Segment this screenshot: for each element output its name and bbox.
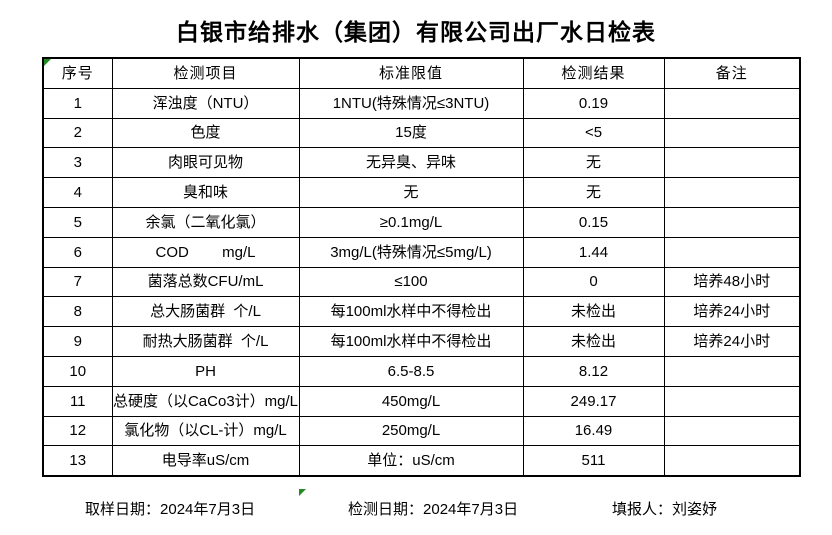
table-cell: 菌落总数CFU/mL xyxy=(111,266,300,298)
table-cell: 余氯（二氧化氯） xyxy=(111,206,300,238)
table-cell: <5 xyxy=(522,117,665,149)
table-cell xyxy=(663,355,801,387)
table-cell: 12 xyxy=(42,415,113,447)
column-header-1: 序号 xyxy=(42,57,113,89)
testing-date: 检测日期：2024年7月3日 xyxy=(348,498,518,519)
table-cell: ≤100 xyxy=(298,266,524,298)
table-cell: 250mg/L xyxy=(298,415,524,447)
table-cell: 13 xyxy=(42,445,113,477)
table-cell xyxy=(663,385,801,417)
cell-error-indicator-icon xyxy=(44,59,51,66)
table-cell: 0.15 xyxy=(522,206,665,238)
page-title: 白银市给排水（集团）有限公司出厂水日检表 xyxy=(176,19,656,45)
table-cell: 9 xyxy=(42,326,113,357)
reporter: 填报人：刘姿妤 xyxy=(612,498,717,519)
column-header-4: 检测结果 xyxy=(522,57,665,89)
table-cell: ≥0.1mg/L xyxy=(298,206,524,238)
table-cell: 总大肠菌群 个/L xyxy=(111,296,300,328)
table-cell: 每100ml水样中不得检出 xyxy=(298,296,524,328)
table-row: 3 肉眼可见物 无异臭、异味无 xyxy=(42,147,801,179)
table-cell: 无 xyxy=(298,177,524,208)
table-cell: 3mg/L(特殊情况≤5mg/L) xyxy=(298,236,524,268)
table-cell: 未检出 xyxy=(522,326,665,357)
table-row: 6 COD mg/L 3mg/L(特殊情况≤5mg/L) 1.44 xyxy=(42,236,801,268)
table-cell: 无 xyxy=(522,177,665,208)
table-cell xyxy=(663,177,801,208)
table-cell: 臭和味 xyxy=(111,177,300,208)
table-cell: 浑浊度（NTU） xyxy=(111,87,300,119)
sampling-date-value: 2024年7月3日 xyxy=(160,501,256,518)
table-cell: 6.5-8.5 xyxy=(298,355,524,387)
table-cell: 8.12 xyxy=(522,355,665,387)
table-cell xyxy=(663,117,801,149)
table-cell: 4 xyxy=(42,177,113,208)
table-cell: 无异臭、异味 xyxy=(298,147,524,179)
table-cell: PH xyxy=(111,355,300,387)
table-cell xyxy=(663,445,801,477)
sampling-date-label: 取样日期： xyxy=(85,501,161,518)
reporter-label: 填报人： xyxy=(612,501,673,518)
table-cell: 培养48小时 xyxy=(663,266,801,298)
testing-date-value: 2024年7月3日 xyxy=(423,501,519,518)
table-cell: 0.19 xyxy=(522,87,665,119)
table-cell xyxy=(663,206,801,238)
table-cell: 肉眼可见物 xyxy=(111,147,300,179)
testing-date-label: 检测日期： xyxy=(348,501,424,518)
reporter-value: 刘姿妤 xyxy=(672,501,718,518)
daily-inspection-table: 序号 检测项目 标准限值 检测结果 备注 1 浑浊度（NTU） 1NTU(特殊情况≤3NTU… xyxy=(42,57,801,478)
footer: 取样日期：2024年7月3日 检测日期：2024年7月3日 填报人：刘姿妤 xyxy=(0,496,832,520)
table-cell: 2 xyxy=(42,117,113,149)
table-cell xyxy=(663,236,801,268)
table-cell: 总硬度（以CaCo3计）mg/L xyxy=(111,385,300,417)
table-row: 4 臭和味无无 xyxy=(42,177,801,208)
inspection-table-wrap: 序号 检测项目 标准限值 检测结果 备注 1 浑浊度（NTU） 1NTU(特殊情况≤3NTU… xyxy=(42,57,801,496)
table-cell: 3 xyxy=(42,147,113,179)
table-cell xyxy=(663,87,801,119)
table-cell: 未检出 xyxy=(522,296,665,328)
table-row: 7 菌落总数CFU/mL ≤100 0 培养48小时 xyxy=(42,266,801,298)
table-cell: 249.17 xyxy=(522,385,665,417)
table-cell: 色度 xyxy=(111,117,300,149)
table-cell xyxy=(663,415,801,447)
table-cell xyxy=(663,147,801,179)
table-cell: 培养24小时 xyxy=(663,326,801,357)
table-cell: 培养24小时 xyxy=(663,296,801,328)
table-row: 12 氯化物（以CL-计）mg/L 250mg/L 16.49 xyxy=(42,415,801,447)
table-cell: 11 xyxy=(42,385,113,417)
column-header-3: 标准限值 xyxy=(298,57,524,89)
table-row: 13 电导率uS/cm 单位：uS/cm 511 xyxy=(42,445,801,477)
table-row: 9 耐热大肠菌群 个/L 每100ml水样中不得检出 未检出 培养24小时 xyxy=(42,326,801,357)
table-row: 1 浑浊度（NTU） 1NTU(特殊情况≤3NTU) 0.19 xyxy=(42,87,801,119)
column-header-5: 备注 xyxy=(663,57,801,89)
table-cell: 无 xyxy=(522,147,665,179)
table-cell: 450mg/L xyxy=(298,385,524,417)
table-cell: 1.44 xyxy=(522,236,665,268)
header-row: 序号 检测项目 标准限值 检测结果 备注 xyxy=(42,57,801,89)
cell-error-indicator-icon xyxy=(299,489,306,496)
table-cell: 单位：uS/cm xyxy=(298,445,524,477)
table-cell: 8 xyxy=(42,296,113,328)
table-cell: 511 xyxy=(522,445,665,477)
table-row: 5 余氯（二氧化氯） ≥0.1mg/L 0.15 xyxy=(42,206,801,238)
table-cell: 7 xyxy=(42,266,113,298)
table-cell: 每100ml水样中不得检出 xyxy=(298,326,524,357)
table-row: 8 总大肠菌群 个/L 每100ml水样中不得检出 未检出 培养24小时 xyxy=(42,296,801,328)
table-row: 2 色度 15度 <5 xyxy=(42,117,801,149)
table-cell: 电导率uS/cm xyxy=(111,445,300,477)
column-header-2: 检测项目 xyxy=(111,57,300,89)
table-cell: COD mg/L xyxy=(111,236,300,268)
table-cell: 6 xyxy=(42,236,113,268)
table-cell: 0 xyxy=(522,266,665,298)
table-cell: 耐热大肠菌群 个/L xyxy=(111,326,300,357)
table-cell: 10 xyxy=(42,355,113,387)
table-cell: 16.49 xyxy=(522,415,665,447)
table-cell: 5 xyxy=(42,206,113,238)
table-row: 10 PH 6.5-8.5 8.12 xyxy=(42,355,801,387)
table-cell: 1NTU(特殊情况≤3NTU) xyxy=(298,87,524,119)
table-cell: 15度 xyxy=(298,117,524,149)
table-cell: 1 xyxy=(42,87,113,119)
table-row: 11 总硬度（以CaCo3计）mg/L 450mg/L 249.17 xyxy=(42,385,801,417)
sampling-date: 取样日期：2024年7月3日 xyxy=(85,498,255,519)
table-cell: 氯化物（以CL-计）mg/L xyxy=(111,415,300,447)
